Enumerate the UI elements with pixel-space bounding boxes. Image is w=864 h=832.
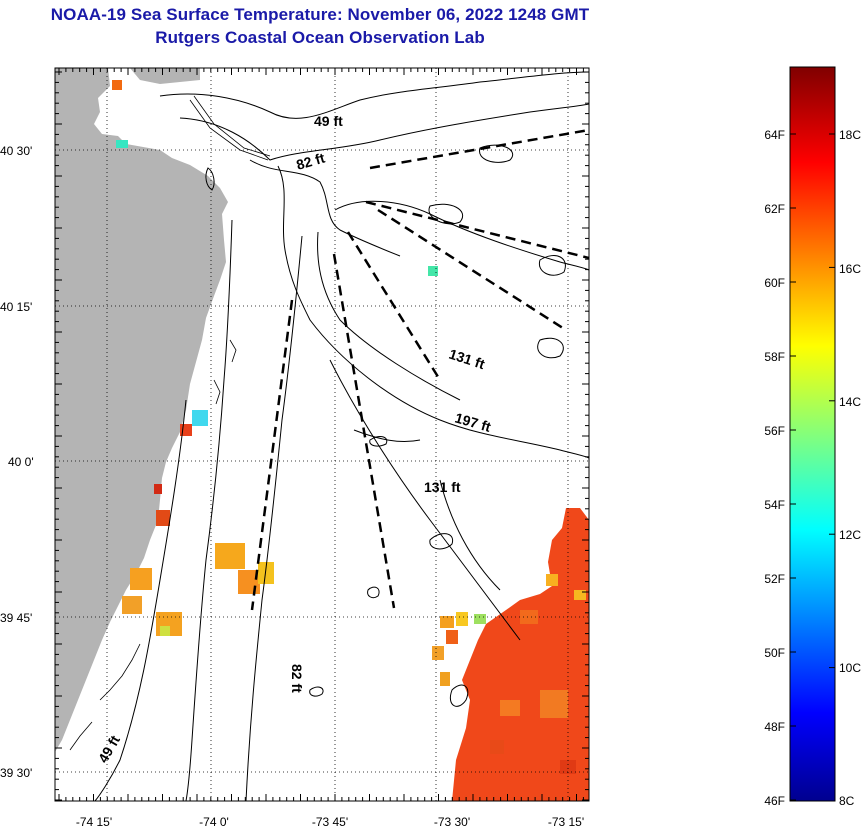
f-label: 60F bbox=[764, 276, 785, 290]
c-label: 16C bbox=[839, 262, 861, 276]
c-label: 18C bbox=[839, 128, 861, 142]
fahrenheit-labels: 64F 62F 60F 58F 56F 54F 52F 50F 48F 46F bbox=[764, 128, 785, 808]
depth-label: 49 ft bbox=[314, 113, 343, 129]
lat-label: 40 15' bbox=[0, 300, 32, 314]
sst-patch-middle bbox=[215, 543, 274, 594]
f-label: 54F bbox=[764, 498, 785, 512]
lat-label: 39 30' bbox=[0, 766, 32, 780]
grid-lines bbox=[55, 68, 589, 801]
f-label: 56F bbox=[764, 424, 785, 438]
f-label: 58F bbox=[764, 350, 785, 364]
transect-lines bbox=[250, 128, 589, 611]
celsius-labels: 18C 16C 14C 12C 10C 8C bbox=[839, 128, 861, 808]
f-label: 64F bbox=[764, 128, 785, 142]
c-label: 10C bbox=[839, 661, 861, 675]
coastline-detail bbox=[69, 95, 271, 751]
depth-label: 82 ft bbox=[294, 149, 326, 172]
lon-axis: -74 15' -74 0' -73 45' -73 30' -73 15' bbox=[76, 815, 584, 829]
lat-axis: 40 30' 40 15' 40 0' 39 45' 39 30' bbox=[0, 144, 34, 780]
bathymetry-contours bbox=[94, 71, 589, 801]
f-label: 50F bbox=[764, 646, 785, 660]
f-label: 52F bbox=[764, 572, 785, 586]
f-label: 62F bbox=[764, 202, 785, 216]
lat-label: 40 30' bbox=[0, 144, 32, 158]
sst-patch-north bbox=[112, 80, 438, 276]
map-subtitle: Rutgers Coastal Ocean Observation Lab bbox=[155, 28, 485, 47]
c-label: 14C bbox=[839, 395, 861, 409]
colorbar-ticks bbox=[790, 133, 835, 802]
c-label: 8C bbox=[839, 794, 855, 808]
map-title: NOAA-19 Sea Surface Temperature: Novembe… bbox=[50, 5, 590, 24]
depth-label: 131 ft bbox=[424, 479, 461, 495]
lat-label: 40 0' bbox=[8, 455, 34, 469]
lon-label: -73 30' bbox=[434, 815, 470, 829]
f-label: 48F bbox=[764, 720, 785, 734]
sst-patch-coast bbox=[122, 410, 208, 636]
depth-label: 82 ft bbox=[289, 664, 305, 693]
c-label: 12C bbox=[839, 528, 861, 542]
lon-label: -73 45' bbox=[312, 815, 348, 829]
lon-label: -74 0' bbox=[199, 815, 229, 829]
lon-label: -74 15' bbox=[76, 815, 112, 829]
colorbar-scale bbox=[789, 66, 836, 802]
lat-label: 39 45' bbox=[0, 611, 32, 625]
map-frame bbox=[54, 67, 590, 802]
land-long-island bbox=[130, 68, 200, 84]
lon-label: -73 15' bbox=[548, 815, 584, 829]
map-ticks bbox=[55, 68, 589, 801]
f-label: 46F bbox=[764, 794, 785, 808]
sst-patch-southeast bbox=[432, 508, 589, 801]
land-mass bbox=[55, 68, 228, 752]
